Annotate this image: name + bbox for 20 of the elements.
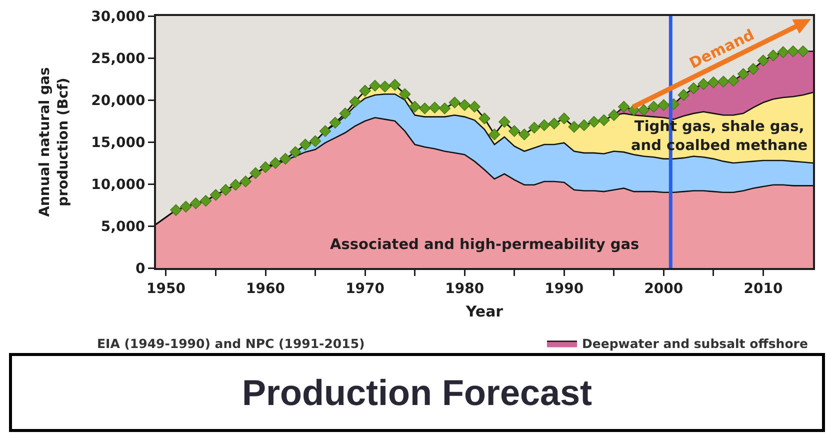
- y-tick-label: 15,000: [91, 134, 146, 151]
- series-label: Associated and high-permeability gas: [330, 237, 640, 253]
- y-tick-label: 30,000: [91, 8, 146, 25]
- x-tick-label: 2010: [744, 280, 783, 297]
- x-tick-label: 2000: [644, 280, 684, 297]
- x-tick-label: 1980: [445, 280, 484, 297]
- y-axis-title: Annual natural gas production (Bcf): [37, 67, 72, 217]
- x-axis-title: Year: [464, 302, 504, 320]
- y-tick-label: 20,000: [91, 92, 146, 109]
- y-tick-label: 0: [135, 260, 146, 277]
- text: EIA (1949-1990) and NPC (1991-2015): [97, 336, 365, 351]
- x-tick-label: 1950: [146, 280, 186, 297]
- legend-label: Deepwater and subsalt offshore: [582, 336, 808, 352]
- y-tick-label: 5,000: [100, 218, 146, 235]
- x-tick-label: 1990: [544, 280, 584, 297]
- y-tick-label: 25,000: [91, 50, 146, 67]
- y-tick-label: 10,000: [91, 176, 146, 193]
- x-tick-label: 1970: [346, 280, 385, 297]
- x-tick-label: 1960: [246, 280, 286, 297]
- title-frame: Production Forecast: [9, 353, 825, 432]
